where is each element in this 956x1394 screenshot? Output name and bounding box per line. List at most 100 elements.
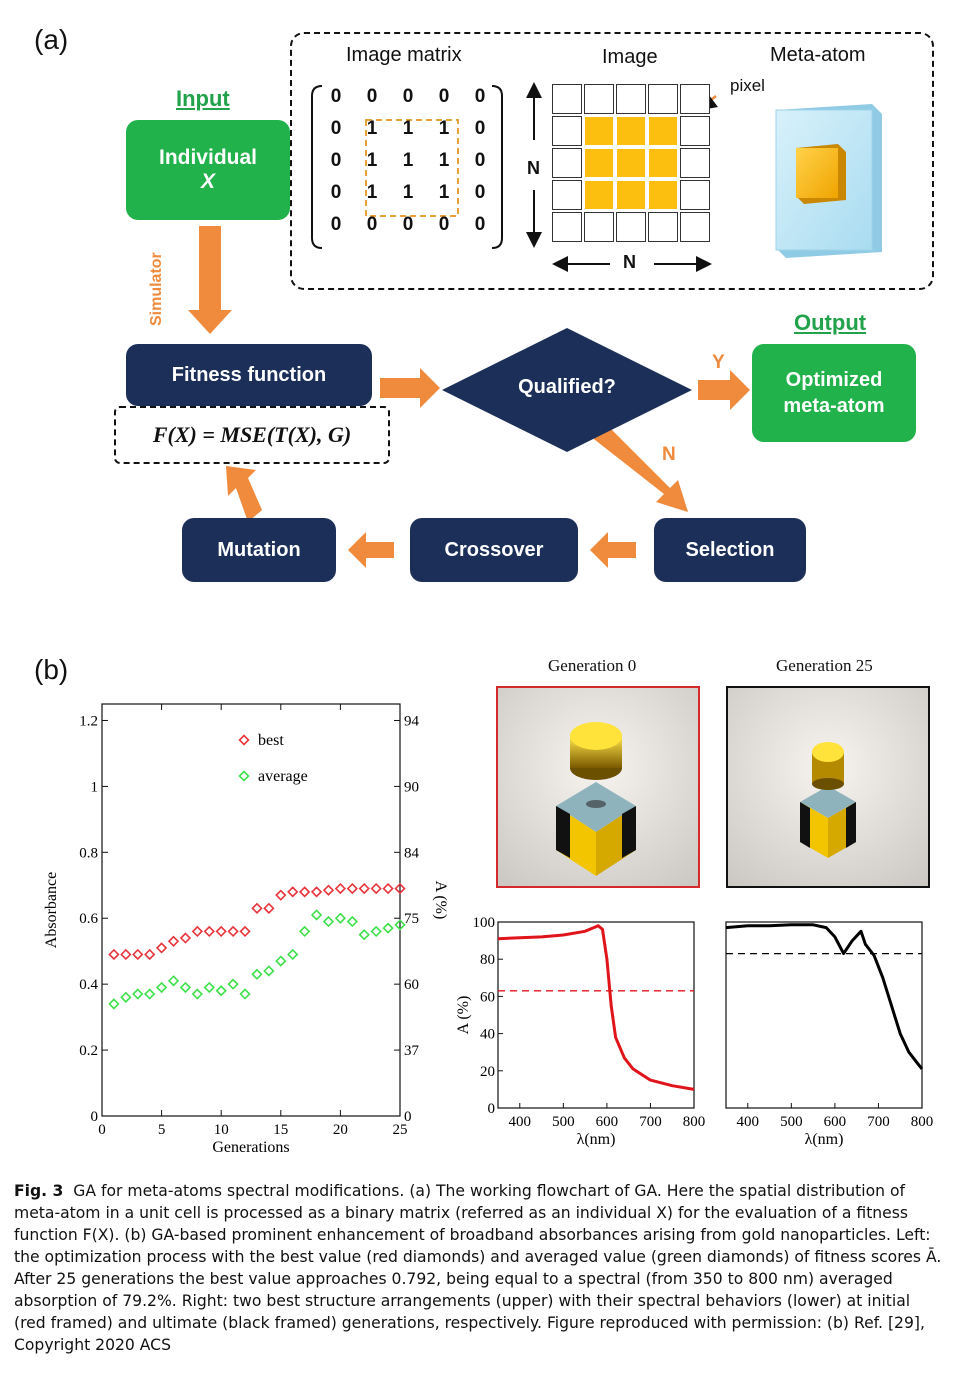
right-tick-label: 90	[404, 779, 419, 795]
matrix-cell: 1	[366, 182, 378, 203]
optimized-label-1: Optimized	[785, 369, 883, 391]
x-tick-label: 700	[639, 1114, 662, 1130]
x-tick-label: 500	[780, 1114, 803, 1130]
right-tick-label: 60	[404, 977, 419, 993]
data-point-best	[191, 925, 203, 938]
data-point-best	[287, 886, 299, 898]
matrix-cell: 0	[474, 150, 486, 171]
data-point-average	[120, 991, 132, 1003]
data-point-average	[179, 981, 192, 994]
pixel-filled	[584, 148, 614, 178]
encoding-dashed-box	[290, 32, 934, 290]
legend-label-average: average	[258, 768, 308, 785]
data-point-best	[215, 925, 227, 938]
pixel-empty	[552, 116, 582, 146]
y-tick-label: 100	[473, 915, 496, 931]
pixel-filled	[648, 180, 678, 210]
matrix-cell: 1	[402, 182, 414, 203]
x-tick-label: 25	[393, 1122, 408, 1138]
y-tick-label: 80	[480, 952, 495, 968]
plot-frame	[101, 703, 401, 1117]
x-tick-label: 0	[98, 1122, 106, 1138]
yes-label: Y	[712, 352, 725, 373]
data-point-best	[394, 882, 406, 895]
matrix-cell: 1	[366, 118, 378, 139]
x-tick-label: 10	[214, 1122, 229, 1138]
individual-label: Individual	[158, 146, 257, 169]
gen25-spectrum-chart: 400 500 600 700 800 λ(nm)	[725, 921, 934, 1148]
x-tick-label: 600	[596, 1114, 619, 1130]
optimized-label-2: meta-atom	[783, 395, 885, 417]
pixel-filled	[616, 116, 646, 146]
legend-label-best: best	[258, 732, 284, 749]
y-tick-label: 0.2	[79, 1043, 98, 1059]
x-tick-label: 600	[824, 1114, 847, 1130]
x-tick-label: 20	[333, 1122, 348, 1138]
legend-marker-average	[238, 770, 250, 782]
meta-atom-title: Meta-atom	[770, 44, 866, 66]
data-point-best	[346, 882, 358, 895]
matrix-brackets	[311, 85, 503, 249]
meta-atom-illustration	[775, 104, 882, 258]
x-tick-label: 800	[911, 1114, 934, 1130]
plot-frame	[725, 921, 923, 1109]
x-tick-label: 800	[683, 1114, 706, 1130]
x-tick-label: 15	[273, 1122, 288, 1138]
matrix-cell: 1	[438, 118, 450, 139]
right-tick-label: 0	[404, 1109, 412, 1125]
data-point-average	[108, 998, 120, 1010]
matrix-cell: 0	[402, 214, 414, 235]
y-tick-label: 0	[91, 1109, 99, 1125]
pixel-filled	[584, 180, 614, 210]
data-point-average	[394, 919, 406, 931]
figure-caption: Fig. 3 GA for meta-atoms spectral modifi…	[14, 1180, 944, 1356]
data-point-best	[358, 882, 370, 895]
data-point-average	[275, 955, 287, 967]
data-point-best	[263, 902, 275, 914]
pixel-empty	[680, 148, 710, 178]
data-point-best	[167, 935, 180, 947]
n-label-horizontal: N	[623, 252, 636, 272]
individual-var: X	[200, 170, 215, 193]
right-axis-label: A (%)	[432, 881, 449, 920]
qualified-label: Qualified?	[518, 376, 616, 398]
x-tick-label: 400	[737, 1114, 760, 1130]
pixel-empty	[552, 148, 582, 178]
matrix-cell: 0	[438, 86, 450, 107]
spectrum-line	[725, 923, 924, 1070]
y-tick-label: 20	[480, 1064, 495, 1080]
data-point-average	[334, 912, 347, 924]
y-tick-label: 0.4	[79, 977, 98, 993]
matrix-cell: 0	[366, 86, 378, 107]
x-axis-label: Generations	[212, 1139, 289, 1156]
plot-frame	[497, 921, 695, 1109]
fitness-formula: F(X) = MSE(T(X), G)	[152, 422, 352, 447]
y-tick-label: 0.6	[79, 911, 98, 927]
image-title: Image	[602, 46, 658, 68]
pixel-filled	[648, 148, 678, 178]
data-point-best	[239, 925, 251, 938]
pixel-empty	[552, 180, 582, 210]
matrix-cell: 0	[366, 214, 378, 235]
pixel-empty	[552, 84, 582, 114]
fitness-formula-box: F(X) = MSE(T(X), G)	[114, 406, 390, 464]
pixel-filled	[584, 116, 614, 146]
pixel-empty	[616, 212, 646, 242]
data-point-best	[227, 925, 239, 938]
right-tick-label: 84	[404, 845, 420, 861]
pixel-filled	[616, 148, 646, 178]
data-point-best	[120, 948, 132, 961]
no-label: N	[662, 444, 676, 465]
data-point-best	[322, 884, 335, 896]
y-tick-label: 60	[480, 989, 495, 1005]
pixel-empty	[616, 84, 646, 114]
matrix-cell: 0	[402, 86, 414, 107]
data-point-best	[310, 886, 323, 898]
right-tick-label: 75	[404, 911, 419, 927]
matrix-cell: 1	[402, 150, 414, 171]
panel-b-label: (b)	[34, 654, 69, 685]
input-heading: Input	[176, 86, 230, 111]
data-point-best	[299, 886, 311, 898]
right-tick-label: 94	[404, 713, 420, 729]
legend-marker-best	[238, 734, 250, 746]
